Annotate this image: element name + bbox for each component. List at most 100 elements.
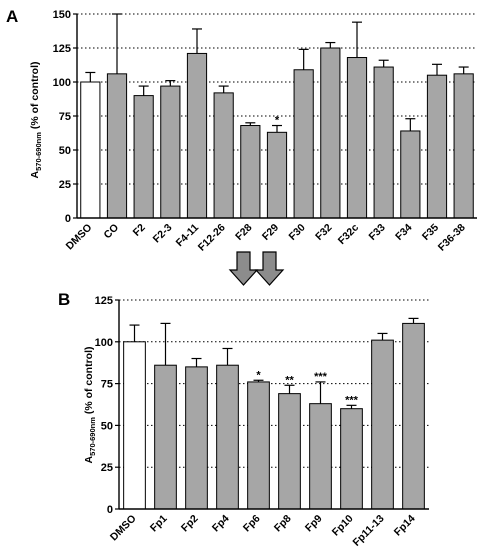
y-tick-label: 0 xyxy=(65,213,71,225)
error-bar-F12-26 xyxy=(218,85,229,93)
panel-a-y-ticks: 0 25 50 75 100 125 150 xyxy=(53,9,77,225)
bar-F30 xyxy=(293,69,314,219)
error-bar-F4-11 xyxy=(192,28,202,54)
x-tick-label: F36-38 xyxy=(436,222,468,254)
significance-mark-Fp8: ** xyxy=(285,374,294,386)
error-bar-Fp4 xyxy=(222,347,233,366)
panel-a-y-axis-label: A570-690nm (% of control) xyxy=(29,62,43,179)
bar-Fp10 xyxy=(340,408,363,510)
bar-F28 xyxy=(240,125,261,219)
bar-F12-26 xyxy=(213,92,234,219)
bar-F32 xyxy=(320,47,341,219)
x-tick-label: F32 xyxy=(313,222,334,243)
bar-F4-11 xyxy=(186,52,208,219)
error-bar-DMSO xyxy=(85,71,96,82)
error-bar-F28 xyxy=(245,122,256,126)
error-bar-F32 xyxy=(325,41,336,48)
x-tick-label: Fp8 xyxy=(272,513,294,535)
x-tick-label: Fp4 xyxy=(210,513,232,535)
panel-a-chart: A A570-690nm (% of control) * 0 25 50 75 100… xyxy=(6,7,477,254)
x-tick-label: F29 xyxy=(260,222,281,243)
y-tick-label: 150 xyxy=(53,9,71,21)
panel-a-letter: A xyxy=(6,7,18,26)
bar-Fp1 xyxy=(154,364,177,510)
bar-Fp9 xyxy=(309,403,332,510)
x-tick-label: F32c xyxy=(336,222,362,248)
y-tick-label: 75 xyxy=(101,379,113,391)
x-tick-label: F28 xyxy=(233,222,254,243)
x-tick-label: DMSO xyxy=(108,513,139,544)
significance-mark-F29: * xyxy=(275,115,280,127)
x-tick-label: Fp2 xyxy=(179,513,201,535)
bar-Fp11-13 xyxy=(371,339,394,510)
y-tick-label: 25 xyxy=(101,462,113,474)
panel-b-chart: B A570-690nm (% of control) * ** ****** 02… xyxy=(58,290,429,549)
error-bar-DMSO xyxy=(129,324,140,342)
panel-b-letter: B xyxy=(58,290,70,309)
panel-b-error-bars xyxy=(129,317,419,409)
error-bar-Fp6 xyxy=(253,379,264,382)
x-tick-label: Fp9 xyxy=(303,513,325,535)
error-bar-F2-3 xyxy=(165,80,176,87)
bar-F2-3 xyxy=(160,85,181,219)
x-tick-label: Fp6 xyxy=(241,513,263,535)
significance-mark-Fp10: *** xyxy=(345,394,359,406)
error-bar-F33 xyxy=(378,59,389,68)
error-bar-Fp9 xyxy=(315,381,326,404)
y-tick-label: 50 xyxy=(101,420,113,432)
x-tick-label: F30 xyxy=(287,222,308,243)
error-bar-CO xyxy=(112,13,122,74)
significance-mark-Fp6: * xyxy=(256,369,261,381)
x-tick-label: DMSO xyxy=(64,222,95,253)
bar-DMSO xyxy=(80,81,101,219)
panel-b-significance-marks: * ** ****** xyxy=(256,369,358,406)
y-tick-label: 100 xyxy=(95,337,113,349)
error-bar-F30 xyxy=(298,48,309,70)
error-bar-Fp10 xyxy=(346,404,357,409)
panel-b-y-axis-label: A570-690nm (% of control) xyxy=(83,347,97,464)
x-tick-label: F12-26 xyxy=(196,222,228,254)
error-bar-F29 xyxy=(272,124,282,133)
x-tick-label: Fp10 xyxy=(330,513,356,539)
panel-a-error-bars xyxy=(85,13,469,133)
panel-a-significance-marks: * xyxy=(275,115,280,127)
x-tick-label: F33 xyxy=(367,222,388,243)
significance-mark-Fp9: *** xyxy=(314,371,328,383)
down-arrow-icon xyxy=(228,251,259,286)
bar-DMSO xyxy=(123,341,146,510)
y-tick-label: 0 xyxy=(107,504,113,516)
bar-F36-38 xyxy=(453,73,474,219)
error-bar-F32c xyxy=(352,21,362,58)
x-tick-label: Fp14 xyxy=(392,513,418,539)
error-bar-Fp14 xyxy=(408,317,419,324)
error-bar-Fp1 xyxy=(160,322,171,366)
bar-Fp2 xyxy=(185,366,208,510)
error-bar-F35 xyxy=(432,63,442,76)
x-tick-label: F35 xyxy=(420,222,441,243)
bar-F2 xyxy=(133,95,154,219)
bar-F29 xyxy=(266,131,288,219)
y-tick-label: 100 xyxy=(53,77,71,89)
bar-Fp4 xyxy=(216,364,239,510)
bar-Fp14 xyxy=(402,322,425,510)
panel-b-y-ticks: 0 25 50 75 100 125 xyxy=(95,295,119,516)
y-tick-label: 50 xyxy=(59,145,71,157)
x-tick-label: F34 xyxy=(393,222,414,243)
y-tick-label: 25 xyxy=(59,179,71,191)
bar-F34 xyxy=(400,130,421,219)
panel-b-axes xyxy=(118,300,429,510)
down-arrow-icon xyxy=(254,251,285,286)
panel-b-bars xyxy=(123,322,425,510)
x-tick-label: F2-3 xyxy=(151,222,175,246)
bar-F33 xyxy=(373,66,394,219)
bar-F35 xyxy=(426,74,448,219)
error-bar-F2 xyxy=(138,85,149,96)
error-bar-Fp2 xyxy=(191,357,202,367)
y-tick-label: 75 xyxy=(59,111,71,123)
y-tick-label: 125 xyxy=(95,295,113,307)
bar-F32c xyxy=(346,57,368,219)
x-tick-label: Fp11-13 xyxy=(350,513,386,549)
